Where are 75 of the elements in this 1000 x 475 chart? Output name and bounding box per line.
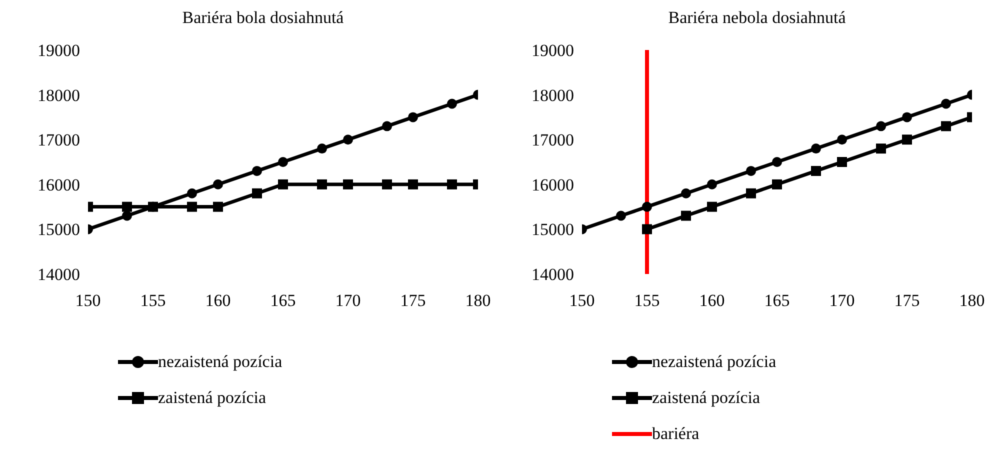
- point: [616, 210, 626, 221]
- y-tick-label: 19000: [532, 41, 574, 60]
- point: [252, 188, 262, 198]
- point: [811, 144, 821, 154]
- y-tick-label: 19000: [38, 41, 80, 60]
- y-tick-label: 16000: [38, 175, 80, 194]
- point: [213, 179, 223, 190]
- point: [941, 121, 951, 132]
- x-tick-label: 180: [465, 291, 491, 310]
- point: [317, 179, 327, 190]
- point: [746, 188, 756, 198]
- x-tick-label: 170: [829, 291, 855, 310]
- point: [707, 202, 717, 212]
- y-tick-label: 17000: [38, 130, 80, 150]
- point: [746, 166, 756, 176]
- x-tick-label: 180: [959, 291, 985, 310]
- x-tick-label: 160: [205, 291, 231, 310]
- point: [811, 166, 821, 176]
- point: [772, 179, 782, 190]
- x-tick-label: 170: [335, 291, 361, 310]
- chart-title: Bariéra bola dosiahnutá: [181, 8, 345, 29]
- point: [122, 202, 132, 212]
- point: [382, 179, 392, 190]
- x-tick-label: 165: [764, 291, 790, 310]
- point: [187, 202, 197, 212]
- y-tick-label: 17000: [532, 130, 574, 150]
- y-tick-label: 16000: [532, 175, 574, 194]
- point: [941, 98, 951, 109]
- point: [122, 210, 132, 221]
- point: [681, 188, 691, 198]
- y-tick-label: 14000: [38, 265, 80, 284]
- point: [876, 144, 886, 154]
- point: [187, 188, 197, 198]
- x-tick-label: 175: [400, 291, 426, 310]
- y-tick-label: 15000: [38, 220, 80, 240]
- point: [278, 179, 288, 190]
- legend-label: nezaistená pozícia: [158, 352, 282, 372]
- x-tick-label: 160: [699, 291, 725, 310]
- point: [707, 179, 717, 190]
- y-tick-label: 18000: [38, 86, 80, 105]
- x-tick-label: 155: [140, 291, 166, 310]
- point: [902, 134, 912, 145]
- point: [252, 166, 262, 176]
- x-tick-label: 165: [270, 291, 296, 310]
- y-tick-label: 14000: [532, 265, 574, 284]
- point: [642, 202, 652, 212]
- x-tick-label: 150: [75, 291, 101, 310]
- y-tick-label: 18000: [532, 86, 574, 105]
- point: [408, 179, 418, 190]
- x-tick-label: 150: [569, 291, 595, 310]
- point: [343, 179, 353, 190]
- point: [772, 157, 782, 167]
- point: [343, 134, 353, 145]
- legend-label: bariéra: [652, 424, 700, 444]
- point: [447, 98, 457, 109]
- legend-label: zaistená pozícia: [158, 388, 266, 408]
- point: [876, 121, 886, 132]
- point: [902, 112, 912, 122]
- point: [642, 224, 652, 234]
- point: [408, 112, 418, 122]
- point: [837, 157, 847, 167]
- chart-title: Bariéra nebola dosiahnutá: [667, 8, 847, 29]
- point: [837, 134, 847, 145]
- point: [213, 202, 223, 212]
- point: [317, 144, 327, 154]
- legend-label: nezaistená pozícia: [652, 352, 776, 372]
- point: [382, 121, 392, 132]
- y-tick-label: 15000: [532, 220, 574, 240]
- point: [681, 210, 691, 221]
- point: [447, 179, 457, 190]
- x-tick-label: 175: [894, 291, 920, 310]
- point: [278, 157, 288, 167]
- point: [148, 202, 158, 212]
- legend-label: zaistená pozícia: [652, 388, 760, 408]
- x-tick-label: 155: [634, 291, 660, 310]
